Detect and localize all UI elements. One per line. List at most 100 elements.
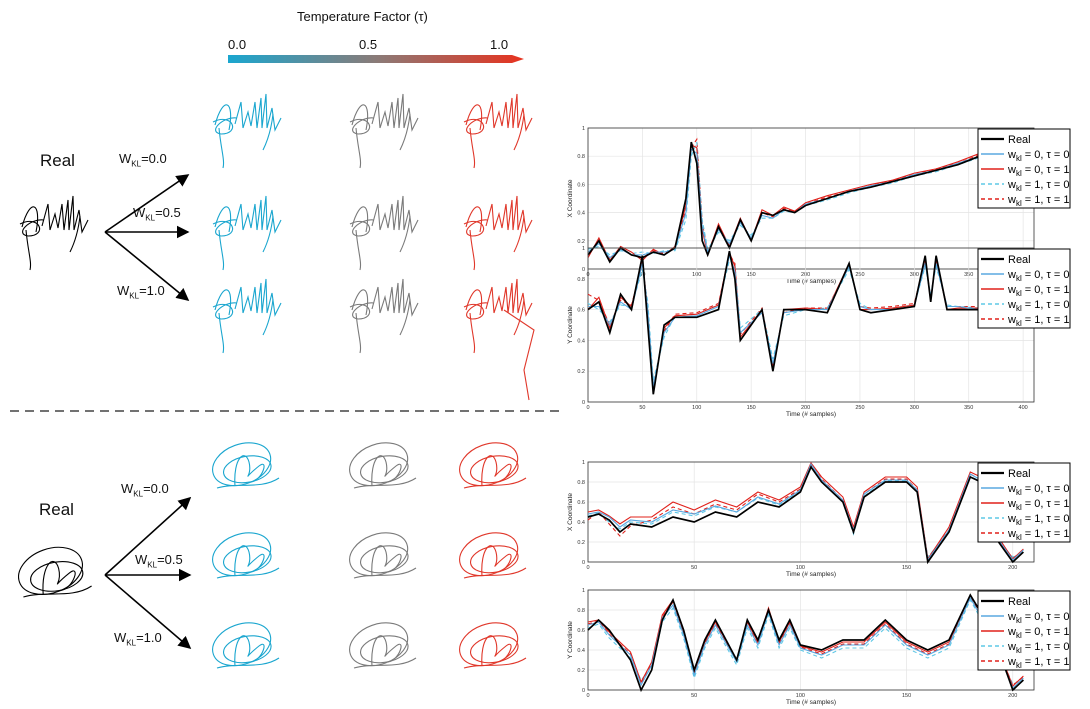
x-tick-label-4: 200: [1008, 693, 1017, 699]
real-label-top: Real: [40, 151, 75, 170]
colorbar-title: Temperature Factor (τ): [297, 9, 428, 24]
series-line-2: [587, 141, 997, 262]
x-tick-label-3: 150: [747, 405, 756, 411]
y-tick-label-0: 0: [582, 267, 585, 273]
colorbar-tick-1: 0.5: [359, 37, 378, 52]
arrow-bottom-0: [104, 496, 192, 576]
generated-signature-bottom-r1-c0: [212, 532, 280, 579]
colorbar: [228, 55, 524, 63]
x-tick-label-8: 400: [1019, 405, 1028, 411]
y-axis-label: X Coordinate: [567, 179, 574, 217]
y-tick-label-4: 0.8: [577, 154, 585, 160]
legend-label-4: wkl = 1, τ = 1: [1007, 528, 1070, 542]
arrow-top-0: [104, 174, 190, 233]
series-line-0: [587, 465, 1024, 565]
chart-x-coordinate-bottom: 0 50 100 150 200 0 0.2 0.4 0.6 0.8 1 Time (# sample…: [567, 460, 1071, 578]
x-tick-label-4: 200: [1008, 565, 1017, 571]
x-tick-label-2: 100: [796, 693, 805, 699]
legend-label-3: wkl = 1, τ = 0: [1007, 513, 1070, 527]
y-tick-label-1: 0.2: [577, 540, 585, 546]
y-tick-label-5: 1: [582, 460, 585, 466]
legend-label-0: Real: [1008, 596, 1031, 608]
series-line-1: [587, 144, 997, 259]
series-line-0: [587, 250, 996, 395]
generated-signature-bottom-r0-c2: [459, 442, 527, 489]
wkl-label-bottom-0: WKL=0.0: [121, 481, 169, 499]
y-tick-label-2: 0.4: [577, 648, 585, 654]
legend-label-0: Real: [1008, 468, 1031, 480]
generated-signature-bottom-r1-c2: [459, 532, 527, 579]
legend-label-4: wkl = 1, τ = 1: [1007, 194, 1070, 208]
generated-signature-top-r2-c2: [463, 278, 535, 401]
wkl-label-top-2: WKL=1.0: [117, 283, 165, 301]
legend-label-2: wkl = 0, τ = 1: [1007, 498, 1070, 512]
legend-label-3: wkl = 1, τ = 0: [1007, 641, 1070, 655]
y-tick-label-3: 0.6: [577, 308, 585, 314]
generated-signature-top-r1-c0: [212, 195, 282, 271]
plot-area: [587, 461, 1035, 563]
colorbar-tick-2: 1.0: [490, 37, 509, 52]
series-line-1: [587, 462, 1024, 562]
x-tick-label-6: 300: [910, 405, 919, 411]
colorbar-tick-0: 0.0: [228, 37, 247, 52]
series-line-3: [587, 141, 997, 256]
chart-y-coordinate-top: 0 50 100 150 200 250 300 350 400 0 0.2 0.4 0.6 0.8 1 Ti…: [567, 246, 1071, 418]
generated-signature-top-r1-c2: [463, 195, 533, 271]
arrow-bottom-2: [104, 574, 192, 650]
real-label-bottom: Real: [39, 500, 74, 519]
y-axis-label: Y Coordinate: [567, 621, 574, 659]
y-tick-label-1: 0.2: [577, 239, 585, 245]
generated-signature-bottom-r0-c1: [349, 442, 417, 489]
x-tick-label-3: 150: [902, 565, 911, 571]
legend-label-4: wkl = 1, τ = 1: [1007, 656, 1070, 670]
y-axis-label: Y Coordinate: [567, 306, 574, 344]
y-tick-label-3: 0.6: [577, 182, 585, 188]
legend-label-1: wkl = 0, τ = 0: [1007, 611, 1070, 625]
x-tick-label-5: 250: [855, 405, 864, 411]
real-signature-bottom: [18, 546, 92, 598]
legend-label-1: wkl = 0, τ = 0: [1007, 149, 1070, 163]
generated-signature-top-r1-c1: [349, 195, 419, 271]
series-line-3: [587, 259, 997, 381]
x-tick-label-1: 50: [691, 565, 697, 571]
generated-signature-bottom-r0-c0: [212, 442, 280, 489]
y-tick-label-2: 0.4: [577, 211, 585, 217]
x-tick-label-2: 100: [796, 565, 805, 571]
legend-label-3: wkl = 1, τ = 0: [1007, 299, 1070, 313]
generated-signature-top-r2-c0: [212, 278, 282, 354]
y-tick-label-0: 0: [582, 400, 585, 406]
legend-label-4: wkl = 1, τ = 1: [1007, 314, 1070, 328]
legend-label-2: wkl = 0, τ = 1: [1007, 284, 1070, 298]
signature-figure: [10, 93, 560, 669]
y-tick-label-0: 0: [582, 688, 585, 694]
y-tick-label-4: 0.8: [577, 608, 585, 614]
series-line-3: [587, 598, 1024, 685]
generated-signature-top-r2-c1: [349, 278, 419, 354]
y-tick-label-5: 1: [582, 126, 585, 132]
arrow-top-2: [104, 231, 190, 302]
y-tick-label-3: 0.6: [577, 500, 585, 506]
x-axis-label: Time (# samples): [786, 571, 836, 578]
wkl-label-bottom-1: WKL=0.5: [135, 552, 183, 570]
chart-y-coordinate-bottom: 0 50 100 150 200 0 0.2 0.4 0.6 0.8 1 Time (# sample…: [567, 588, 1071, 706]
x-tick-label-1: 50: [691, 693, 697, 699]
x-axis-label: Time (# samples): [786, 699, 836, 706]
y-tick-label-4: 0.8: [577, 480, 585, 486]
series-line-2: [587, 593, 1024, 687]
legend-label-1: wkl = 0, τ = 0: [1007, 483, 1070, 497]
series-line-0: [587, 593, 1024, 693]
generated-signature-bottom-r1-c1: [349, 532, 417, 579]
x-axis-label: Time (# samples): [786, 278, 836, 285]
wkl-label-top-1: WKL=0.5: [133, 205, 181, 223]
generated-signature-bottom-r2-c2: [459, 622, 527, 669]
series-line-2: [587, 461, 1024, 561]
legend-label-0: Real: [1008, 254, 1031, 266]
real-signature-top: [19, 195, 89, 271]
wkl-label-top-0: WKL=0.0: [119, 151, 167, 169]
y-tick-label-5: 1: [582, 246, 585, 252]
legend-label-1: wkl = 0, τ = 0: [1007, 269, 1070, 283]
legend-label-0: Real: [1008, 134, 1031, 146]
y-axis-label: X Coordinate: [567, 493, 574, 531]
y-tick-label-2: 0.4: [577, 520, 585, 526]
generated-signature-top-r0-c0: [212, 93, 282, 169]
